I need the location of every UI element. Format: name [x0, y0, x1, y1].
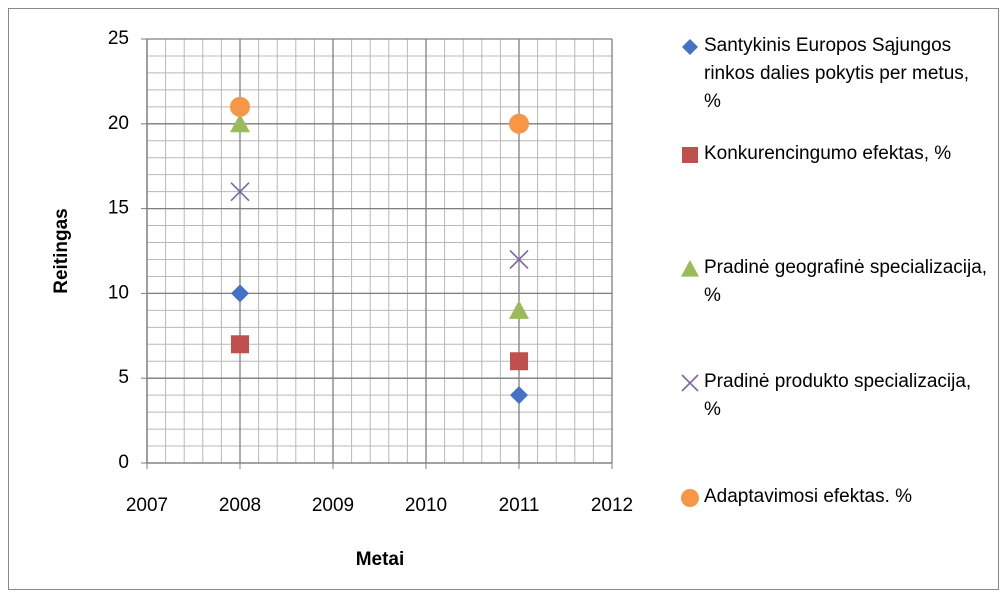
x-tick-label: 2007: [126, 495, 168, 516]
legend-item: Pradinė geografinė specializacija, %: [678, 254, 989, 310]
chart-border: [8, 8, 999, 590]
legend-label: Adaptavimosi efektas. %: [704, 486, 913, 507]
marker: [509, 300, 529, 319]
marker: [510, 386, 528, 405]
x-axis-title: Metai: [356, 549, 405, 570]
legend-label: Pradinė produkto specializacija, %: [704, 371, 972, 420]
x-tick-label: 2009: [312, 495, 354, 516]
y-tick-label: 20: [108, 113, 129, 134]
marker: [682, 39, 698, 55]
legend-label: Konkurencingumo efektas, %: [704, 143, 952, 164]
x-tick-label: 2010: [405, 495, 447, 516]
y-tick-label: 10: [108, 282, 129, 303]
legend-item: Adaptavimosi efektas. %: [678, 483, 989, 511]
marker: [230, 182, 250, 202]
marker: [231, 284, 249, 303]
marker: [509, 249, 529, 270]
y-tick-label: 5: [118, 367, 129, 388]
x-tick-label: 2012: [591, 495, 633, 516]
marker: [682, 147, 698, 163]
legend-swatch: [682, 39, 698, 55]
marker: [510, 352, 528, 371]
marker: [681, 374, 699, 392]
legend-swatch: [681, 260, 699, 277]
marker: [230, 113, 250, 133]
legend-item: Pradinė produkto specializacija, %: [678, 368, 989, 424]
y-tick-label: 15: [108, 198, 129, 219]
legend-item: Konkurencingumo efektas, %: [678, 140, 989, 168]
marker: [681, 489, 699, 507]
x-tick-label: 2011: [499, 495, 540, 516]
marker: [230, 96, 250, 117]
y-axis-title: Reitingas: [51, 208, 72, 294]
marker: [509, 113, 529, 134]
legend-label: Santykinis Europos Sąjungos rinkos dalie…: [704, 35, 970, 112]
x-tick-label: 2008: [219, 495, 261, 516]
marker: [231, 335, 249, 354]
legend-label: Pradinė geografinė specializacija, %: [704, 257, 988, 306]
legend-swatch: [682, 147, 698, 163]
marker: [681, 260, 699, 277]
legend-swatch: [681, 489, 699, 507]
y-tick-label: 0: [118, 452, 129, 473]
y-tick-label: 25: [108, 28, 129, 49]
legend-item: Santykinis Europos Sąjungos rinkos dalie…: [678, 32, 989, 116]
legend-swatch: [681, 374, 699, 392]
